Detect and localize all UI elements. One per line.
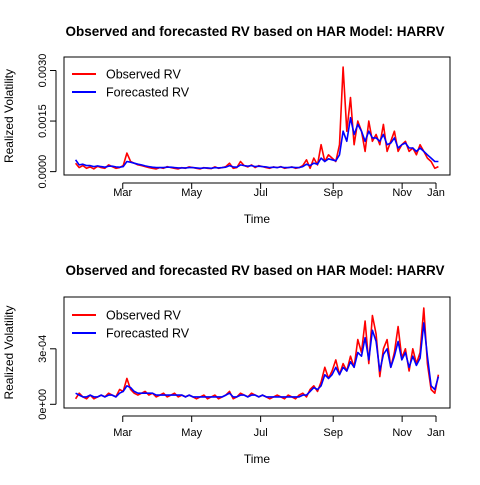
x-tick-label: Mar — [113, 187, 132, 199]
y-tick-label: 0.0000 — [37, 155, 49, 189]
x-tick-label: Jan — [427, 427, 445, 439]
series-line-2 — [75, 322, 440, 398]
chart-panel-1: Observed and forecasted RV based on HAR … — [2, 24, 451, 226]
x-axis-label: Time — [244, 212, 271, 226]
chart-title: Observed and forecasted RV based on HAR … — [65, 24, 444, 39]
y-tick-label: 3e-04 — [37, 335, 49, 363]
x-tick-label: Jan — [427, 187, 445, 199]
y-tick-label: 0.0015 — [37, 104, 49, 138]
x-tick-label: Nov — [392, 187, 412, 199]
y-axis-label: Realized Volatility — [2, 305, 16, 399]
x-tick-label: Nov — [392, 427, 412, 439]
chart-title: Observed and forecasted RV based on HAR … — [65, 263, 444, 278]
x-tick-label: May — [181, 427, 202, 439]
legend-label: Observed RV — [106, 68, 181, 82]
x-tick-label: May — [181, 187, 202, 199]
x-tick-label: Jul — [254, 187, 268, 199]
y-tick-label: 0e+00 — [37, 389, 49, 420]
x-tick-label: Jul — [254, 427, 268, 439]
series-line-2 — [74, 116, 439, 170]
chart-panel-2: Observed and forecasted RV based on HAR … — [2, 263, 451, 466]
legend-label: Observed RV — [106, 309, 181, 323]
x-tick-label: Sep — [323, 187, 343, 199]
legend-label: Forecasted RV — [106, 327, 190, 341]
x-tick-label: Sep — [323, 427, 343, 439]
y-axis-label: Realized Volatility — [2, 69, 16, 163]
plot-area-frame — [63, 296, 451, 409]
plot-area-frame — [63, 56, 451, 176]
x-tick-label: Mar — [113, 427, 132, 439]
legend-label: Forecasted RV — [106, 86, 190, 100]
x-axis-label: Time — [244, 452, 271, 466]
y-tick-label: 0.0030 — [37, 54, 49, 88]
